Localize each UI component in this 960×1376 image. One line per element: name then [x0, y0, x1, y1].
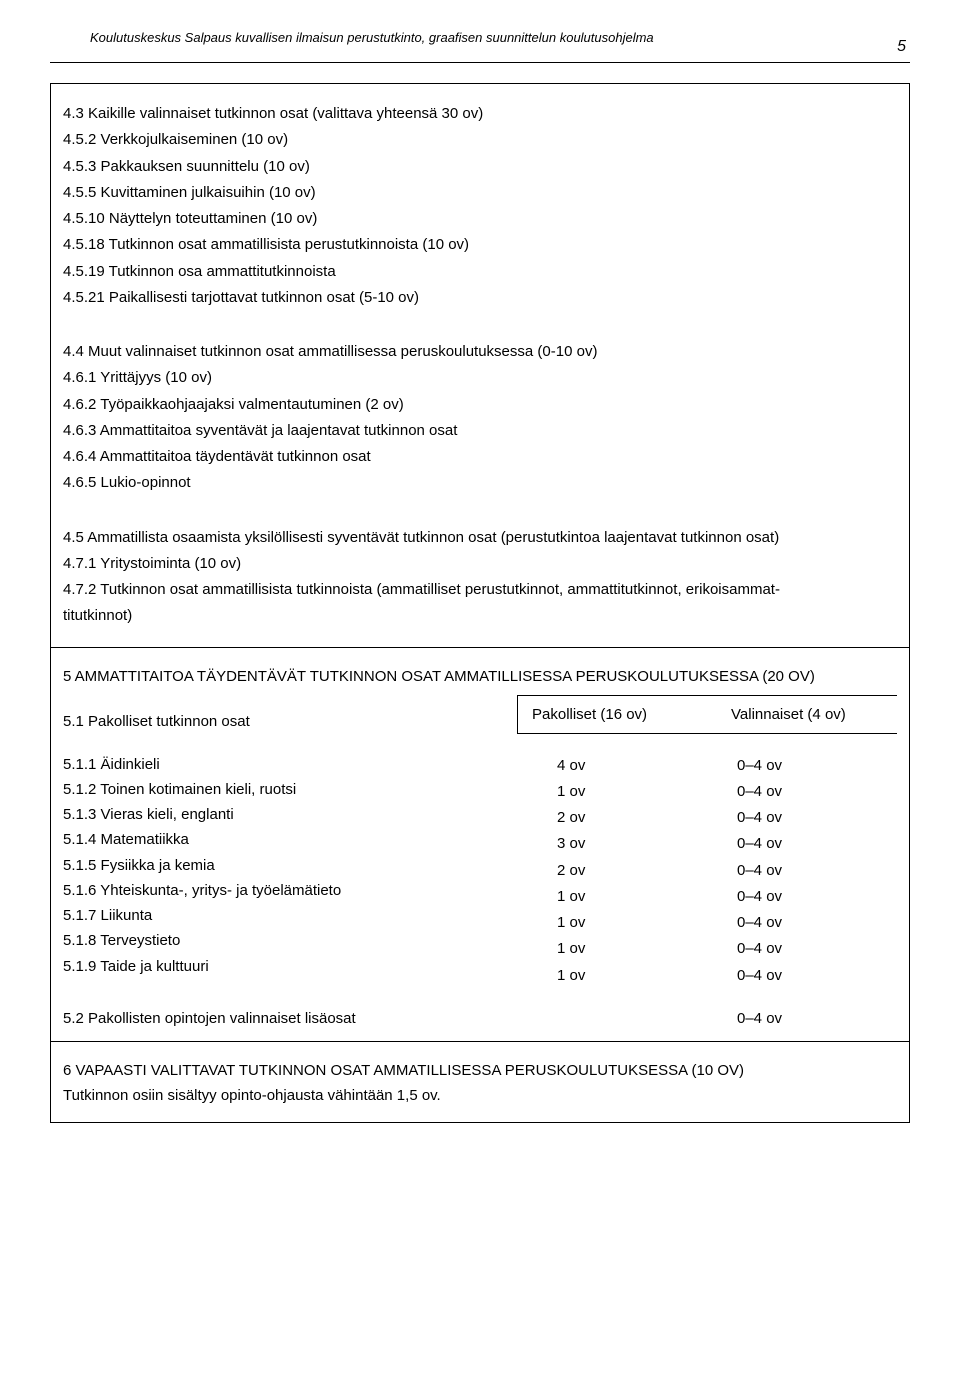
- section-6-title: 6 VAPAASTI VALITTAVAT TUTKINNON OSAT AMM…: [63, 1062, 897, 1079]
- header-mid: Pakolliset (16 ov): [517, 695, 717, 734]
- subject-line: 5.1.3 Vieras kieli, englanti: [63, 805, 517, 825]
- subject-line: 5.1.8 Terveystieto: [63, 931, 517, 951]
- text-line: 4.5.2 Verkkojulkaiseminen (10 ov): [63, 130, 897, 150]
- page-number: 5: [897, 30, 910, 56]
- section-6-footer: Tutkinnon osiin sisältyy opinto-ohjausta…: [63, 1087, 897, 1104]
- subject-line: 5.1.2 Toinen kotimainen kieli, ruotsi: [63, 780, 517, 800]
- ov-value: 0–4 ov: [737, 861, 897, 881]
- ov-value: 1 ov: [557, 966, 717, 986]
- subject-line: 5.1.7 Liikunta: [63, 906, 517, 926]
- text-line: titutkinnot): [63, 606, 897, 626]
- header-right: Valinnaiset (4 ov): [717, 695, 897, 734]
- ov-value: 3 ov: [557, 834, 717, 854]
- text-line: 4.5.10 Näyttelyn toteuttaminen (10 ov): [63, 209, 897, 229]
- ov-value: 1 ov: [557, 887, 717, 907]
- text-line: 4.5.19 Tutkinnon osa ammattitutkinnoista: [63, 262, 897, 282]
- text-line: 4.5.18 Tutkinnon osat ammatillisista per…: [63, 235, 897, 255]
- text-line: 4.7.1 Yritystoiminta (10 ov): [63, 554, 897, 574]
- ov-value: 0–4 ov: [737, 913, 897, 933]
- section-5-2-label: 5.2 Pakollisten opintojen valinnaiset li…: [63, 1010, 517, 1027]
- ov-value: 0–4 ov: [737, 887, 897, 907]
- text-line: 4.3 Kaikille valinnaiset tutkinnon osat …: [63, 104, 897, 124]
- text-line: 4.5.5 Kuvittaminen julkaisuihin (10 ov): [63, 183, 897, 203]
- text-line: 4.5.3 Pakkauksen suunnittelu (10 ov): [63, 157, 897, 177]
- table-header-row: 5.1 Pakolliset tutkinnon osat Pakolliset…: [63, 695, 897, 734]
- ov-value: 2 ov: [557, 861, 717, 881]
- ov-value: 1 ov: [557, 913, 717, 933]
- ov-value: 0–4 ov: [737, 782, 897, 802]
- section-5-box: 5 AMMATTITAITOA TÄYDENTÄVÄT TUTKINNON OS…: [50, 648, 910, 1042]
- section-5-2-value: 0–4 ov: [717, 1010, 897, 1027]
- subject-line: 5.1.9 Taide ja kulttuuri: [63, 957, 517, 977]
- subject-line: 5.1.1 Äidinkieli: [63, 755, 517, 775]
- ov-value: 0–4 ov: [737, 966, 897, 986]
- text-line: 4.6.4 Ammattitaitoa täydentävät tutkinno…: [63, 447, 897, 467]
- text-line: 4.6.2 Työpaikkaohjaajaksi valmentautumin…: [63, 395, 897, 415]
- text-line: 4.6.3 Ammattitaitoa syventävät ja laajen…: [63, 421, 897, 441]
- section-5-body: 5.1.1 Äidinkieli 5.1.2 Toinen kotimainen…: [63, 734, 897, 992]
- page: Koulutuskeskus Salpaus kuvallisen ilmais…: [0, 0, 960, 1163]
- subject-line: 5.1.4 Matematiikka: [63, 830, 517, 850]
- text-line: 4.5.21 Paikallisesti tarjottavat tutkinn…: [63, 288, 897, 308]
- subject-line: 5.1.6 Yhteiskunta-, yritys- ja työelämät…: [63, 881, 517, 901]
- mandatory-col: 4 ov 1 ov 2 ov 3 ov 2 ov 1 ov 1 ov 1 ov …: [517, 750, 717, 992]
- ov-value: 0–4 ov: [737, 808, 897, 828]
- ov-value: 1 ov: [557, 782, 717, 802]
- text-line: 4.6.5 Lukio-opinnot: [63, 473, 897, 493]
- optional-col: 0–4 ov 0–4 ov 0–4 ov 0–4 ov 0–4 ov 0–4 o…: [717, 750, 897, 992]
- page-header: Koulutuskeskus Salpaus kuvallisen ilmais…: [50, 30, 910, 63]
- subjects-list: 5.1.1 Äidinkieli 5.1.2 Toinen kotimainen…: [63, 750, 517, 992]
- empty-cell: [517, 1010, 717, 1027]
- ov-value: 1 ov: [557, 939, 717, 959]
- header-left: 5.1 Pakolliset tutkinnon osat: [63, 695, 517, 734]
- section-4-4: 4.4 Muut valinnaiset tutkinnon osat amma…: [63, 342, 897, 494]
- section-5-title: 5 AMMATTITAITOA TÄYDENTÄVÄT TUTKINNON OS…: [63, 668, 897, 685]
- ov-value: 0–4 ov: [737, 756, 897, 776]
- header-title: Koulutuskeskus Salpaus kuvallisen ilmais…: [50, 30, 897, 45]
- spacer: [63, 500, 897, 522]
- section-4-box: 4.3 Kaikille valinnaiset tutkinnon osat …: [50, 83, 910, 648]
- ov-value: 2 ov: [557, 808, 717, 828]
- section-4-3: 4.3 Kaikille valinnaiset tutkinnon osat …: [63, 104, 897, 308]
- text-line: 4.6.1 Yrittäjyys (10 ov): [63, 368, 897, 388]
- subject-line: 5.1.5 Fysiikka ja kemia: [63, 856, 517, 876]
- ov-value: 0–4 ov: [737, 939, 897, 959]
- text-line: 4.7.2 Tutkinnon osat ammatillisista tutk…: [63, 580, 897, 600]
- ov-value: 0–4 ov: [737, 834, 897, 854]
- section-6-box: 6 VAPAASTI VALITTAVAT TUTKINNON OSAT AMM…: [50, 1042, 910, 1123]
- section-4-5: 4.5 Ammatillista osaamista yksilöllisest…: [63, 528, 897, 627]
- ov-value: 4 ov: [557, 756, 717, 776]
- text-line: 4.5 Ammatillista osaamista yksilöllisest…: [63, 528, 897, 548]
- text-line: 4.4 Muut valinnaiset tutkinnon osat amma…: [63, 342, 897, 362]
- section-5-2-row: 5.2 Pakollisten opintojen valinnaiset li…: [63, 1010, 897, 1027]
- spacer: [63, 314, 897, 336]
